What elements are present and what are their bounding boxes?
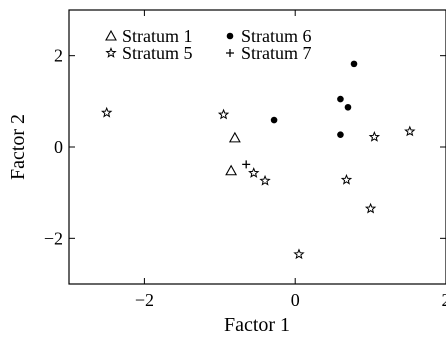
data-point (340, 173, 353, 185)
data-point (270, 116, 278, 124)
series-stratum-7 (242, 160, 251, 169)
data-point (350, 60, 358, 68)
legend-marker (105, 47, 117, 58)
y-axis-title: Factor 2 (7, 114, 29, 180)
legend-item: Stratum 7 (226, 43, 312, 63)
legend-label: Stratum 5 (122, 43, 193, 63)
series-stratum-6 (270, 60, 358, 138)
ticks-layer: −2 0 2 −2 0 2 (44, 10, 446, 310)
y-tick-label: −2 (44, 228, 63, 248)
x-tick-label: 2 (442, 290, 446, 310)
legend-label: Stratum 6 (241, 26, 312, 46)
legend-marker (226, 49, 234, 57)
data-point (337, 95, 344, 103)
data-point (404, 125, 416, 137)
y-tick-label: 2 (54, 46, 63, 66)
data-point (293, 248, 305, 260)
data-point (228, 131, 241, 143)
legend-marker (226, 32, 234, 40)
data-point (225, 164, 238, 176)
legend-label: Stratum 1 (122, 26, 193, 46)
data-point (217, 108, 230, 120)
legend-item: Stratum 6 (226, 26, 312, 46)
legend-item: Stratum 5 (105, 43, 193, 63)
data-point (242, 160, 251, 169)
data-point (344, 103, 352, 111)
data-point (337, 131, 344, 138)
data-point (364, 202, 377, 214)
data-point (101, 106, 113, 118)
x-axis-title: Factor 1 (224, 314, 290, 336)
legend-item: Stratum 1 (105, 26, 193, 46)
points-layer (101, 60, 416, 260)
data-point (248, 167, 260, 178)
series-stratum-1 (225, 131, 241, 176)
x-tick-label: 0 (291, 290, 300, 310)
series-stratum-5 (101, 106, 416, 260)
y-tick-label: 0 (54, 137, 63, 157)
legend-marker (105, 29, 117, 41)
data-point (368, 130, 381, 142)
x-tick-label: −2 (135, 290, 154, 310)
legend-label: Stratum 7 (241, 43, 312, 63)
data-point (259, 174, 271, 186)
